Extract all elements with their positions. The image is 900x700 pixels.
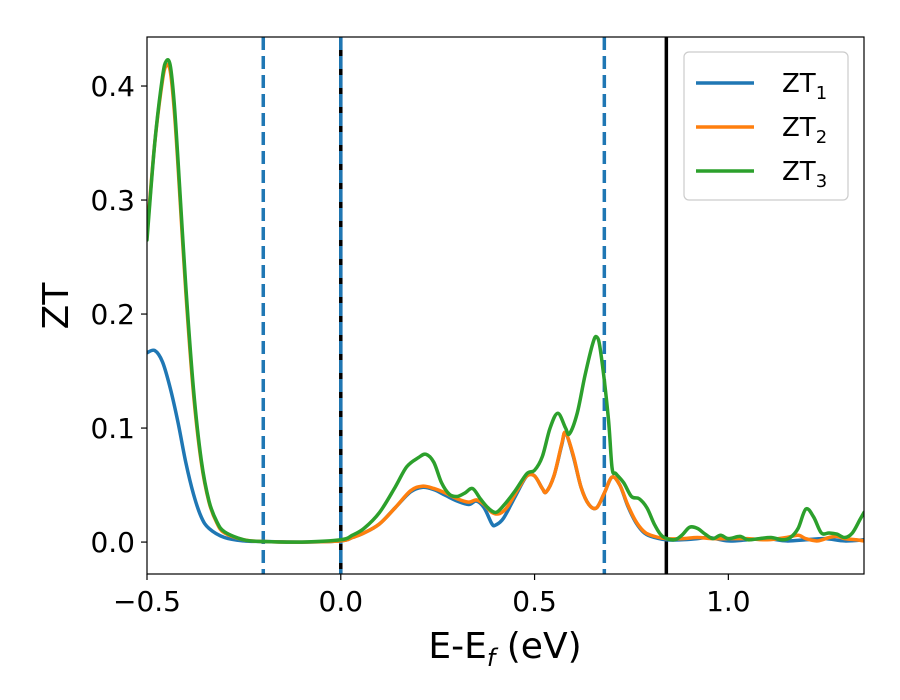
y-tick-label: 0.3 <box>90 184 135 217</box>
x-tick-label: 0.5 <box>512 585 557 618</box>
legend-entries: ZT1 ZT2 ZT3 <box>696 69 827 192</box>
y-tick-label: 0.0 <box>90 526 135 559</box>
x-tick-label: 0.0 <box>319 585 364 618</box>
y-tick-label: 0.4 <box>90 70 135 103</box>
series-line-3 <box>147 57 864 544</box>
legend-label-1: ZT1 <box>782 69 827 104</box>
x-axis-label-suffix: (eV) <box>495 626 581 667</box>
plot-area-frame <box>146 36 865 575</box>
legend-label-3: ZT3 <box>782 157 827 192</box>
x-tick-label: 1.0 <box>706 585 751 618</box>
legend-label-2: ZT2 <box>782 113 827 148</box>
vertical-reference-lines <box>261 37 669 574</box>
x-axis-label: E-Ef (eV) <box>428 626 581 672</box>
y-tick-label: 0.2 <box>90 298 135 331</box>
y-axis-label: ZT <box>36 282 77 330</box>
series-lines <box>147 57 864 544</box>
y-axis-ticks: 0.0 0.1 0.2 0.3 0.4 <box>90 70 147 559</box>
y-tick-label: 0.1 <box>90 412 135 445</box>
legend: ZT1 ZT2 ZT3 <box>683 51 849 201</box>
x-axis-ticks: −0.5 0.0 0.5 1.0 <box>113 574 751 618</box>
x-tick-label: −0.5 <box>113 585 181 618</box>
legend-box <box>683 51 849 201</box>
